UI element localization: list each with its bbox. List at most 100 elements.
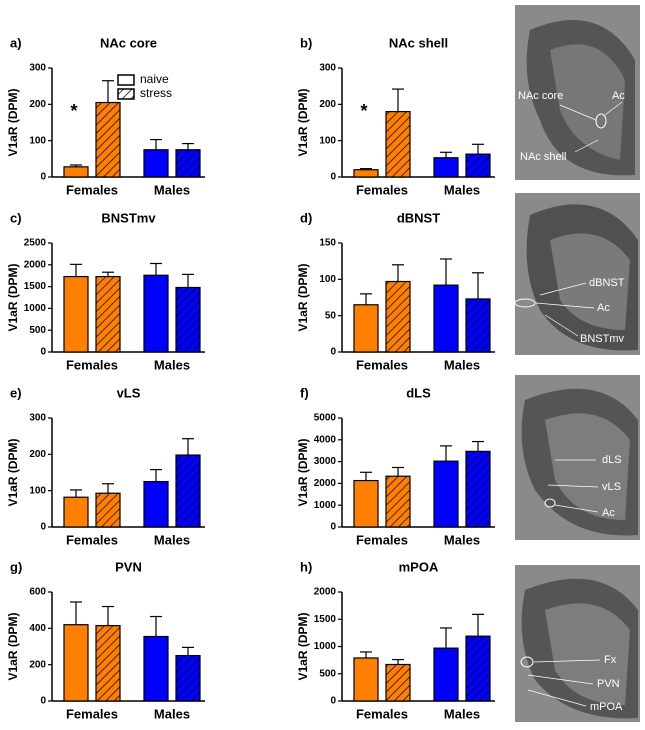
image-label: mPOA: [590, 701, 623, 713]
y-tick-label: 300: [319, 63, 336, 74]
error-bar: [70, 263, 82, 277]
panel-label: d): [300, 210, 312, 225]
error-bar: [440, 445, 452, 462]
bar: [433, 647, 459, 702]
bar: [175, 149, 201, 178]
y-tick-label: 200: [29, 449, 46, 460]
brain-image: dLS vLS Ac: [515, 375, 640, 540]
y-tick-label: 0: [330, 522, 336, 533]
x-tick-label: Males: [154, 357, 190, 372]
y-tick-label: 4000: [314, 434, 337, 445]
error-bar: [182, 273, 194, 288]
error-bar: [360, 168, 372, 170]
annotation: *: [360, 101, 367, 121]
image-label: dLS: [602, 454, 622, 466]
bar: [385, 663, 411, 702]
y-tick-label: 200: [29, 659, 46, 670]
x-tick-label: Females: [66, 706, 118, 721]
image-label: dBNST: [589, 277, 625, 289]
panel-label: g): [10, 559, 22, 574]
y-tick-label: 0: [330, 696, 336, 707]
x-tick-label: Females: [356, 357, 408, 372]
y-axis-label: V1aR (DPM): [6, 438, 20, 506]
bar: [143, 480, 169, 528]
y-tick-label: 400: [29, 623, 46, 634]
bar: [433, 284, 459, 353]
bar: [175, 654, 201, 702]
error-bar: [440, 258, 452, 286]
y-tick-label: 0: [40, 696, 46, 707]
error-bar: [392, 264, 404, 282]
y-tick-label: 0: [330, 172, 336, 183]
y-tick-label: 500: [29, 325, 46, 336]
chart-title: BNSTmv: [101, 210, 156, 225]
panel-label: b): [300, 35, 312, 50]
bar: [143, 635, 169, 702]
panel-label: h): [300, 559, 312, 574]
y-tick-label: 0: [330, 347, 336, 358]
y-tick-label: 100: [319, 274, 336, 285]
error-bar: [440, 151, 452, 158]
chart-title: mPOA: [399, 559, 439, 574]
image-label: BNSTmv: [580, 333, 625, 345]
x-tick-label: Males: [444, 357, 480, 372]
error-bar: [102, 605, 114, 626]
y-tick-label: 2500: [24, 238, 47, 249]
bar: [95, 275, 121, 353]
bar: [353, 479, 379, 528]
x-tick-label: Females: [356, 182, 408, 197]
bar: [63, 496, 89, 528]
y-tick-label: 200: [29, 99, 46, 110]
x-tick-label: Males: [154, 706, 190, 721]
x-tick-label: Males: [444, 706, 480, 721]
image-label: NAc shell: [520, 151, 566, 163]
image-label: PVN: [597, 678, 620, 690]
bar: [95, 492, 121, 528]
error-bar: [102, 483, 114, 494]
image-label: Ac: [612, 90, 625, 102]
y-tick-label: 150: [319, 238, 336, 249]
x-tick-label: Females: [66, 357, 118, 372]
y-tick-label: 1500: [24, 281, 47, 292]
error-bar: [70, 489, 82, 498]
error-bar: [440, 627, 452, 649]
y-tick-label: 2000: [24, 259, 47, 270]
y-tick-label: 1000: [314, 500, 337, 511]
y-tick-label: 0: [40, 172, 46, 183]
y-tick-label: 50: [325, 310, 337, 321]
error-bar: [472, 613, 484, 637]
y-axis-label: V1aR (DPM): [6, 612, 20, 680]
error-bar: [392, 466, 404, 477]
panel-label: f): [300, 385, 309, 400]
bar: [353, 304, 379, 353]
y-tick-label: 100: [29, 485, 46, 496]
bar: [353, 657, 379, 702]
image-label: Fx: [604, 654, 617, 666]
y-tick-label: 3000: [314, 456, 337, 467]
bar: [433, 157, 459, 178]
chart-title: dLS: [406, 385, 431, 400]
y-tick-label: 200: [319, 99, 336, 110]
legend-swatch: [117, 88, 135, 100]
x-tick-label: Females: [66, 182, 118, 197]
brain-image: Ac NAc core NAc shell: [515, 5, 640, 180]
bar: [465, 635, 491, 702]
y-tick-label: 1000: [314, 641, 337, 652]
y-tick-label: 300: [29, 413, 46, 424]
legend-label: stress: [140, 86, 172, 100]
chart-title: vLS: [117, 385, 141, 400]
error-bar: [392, 88, 404, 112]
error-bar: [150, 262, 162, 276]
y-tick-label: 0: [40, 347, 46, 358]
error-bar: [182, 646, 194, 656]
chart-title: dBNST: [397, 210, 440, 225]
error-bar: [360, 471, 372, 481]
error-bar: [360, 293, 372, 305]
bar: [385, 280, 411, 353]
error-bar: [102, 80, 114, 103]
y-axis-label: V1aR (DPM): [6, 88, 20, 156]
bar: [175, 454, 201, 528]
bar: [353, 169, 379, 178]
bar: [95, 101, 121, 178]
error-bar: [360, 651, 372, 658]
